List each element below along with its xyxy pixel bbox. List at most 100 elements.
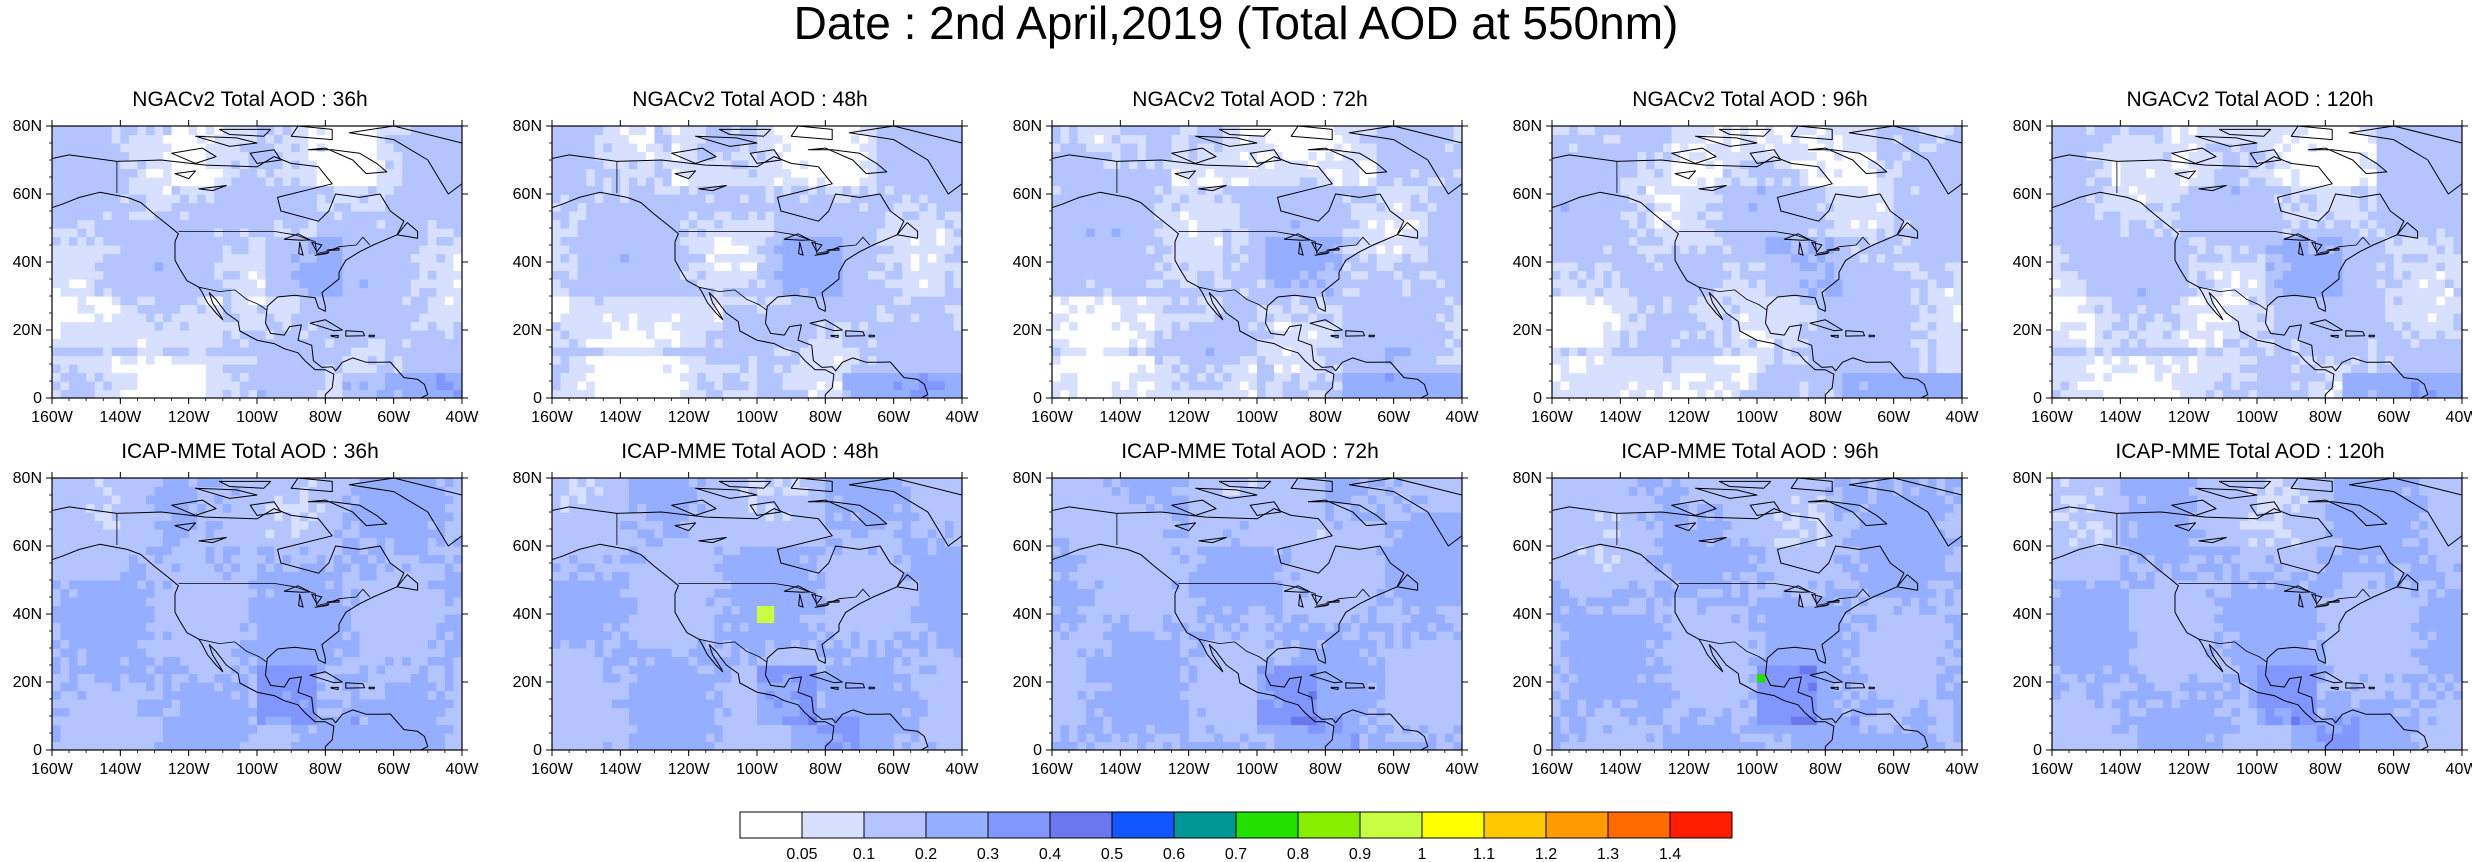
aod-cell [646, 143, 656, 153]
aod-cell [620, 338, 630, 348]
aod-cell [944, 304, 954, 314]
aod-cell [646, 296, 656, 306]
aod-cell [1086, 313, 1096, 323]
aod-cell [816, 253, 826, 263]
aod-cell [1410, 304, 1420, 314]
aod-cell [885, 321, 895, 331]
aod-cell [94, 372, 104, 382]
aod-cell [552, 126, 562, 136]
aod-cell [265, 202, 275, 212]
aod-cell [86, 185, 96, 195]
aod-cell [1214, 185, 1224, 195]
aod-cell [1410, 177, 1420, 187]
aod-cell [1163, 296, 1173, 306]
aod-cell [128, 160, 138, 170]
aod-cell [1248, 330, 1258, 340]
aod-cell [171, 355, 181, 365]
aod-cell [188, 330, 198, 340]
aod-cell [782, 219, 792, 229]
aod-cell [1171, 381, 1181, 391]
aod-cell [120, 126, 130, 136]
aod-cell [1316, 219, 1326, 229]
aod-cell [859, 321, 869, 331]
aod-cell [1197, 143, 1207, 153]
aod-cell [1282, 177, 1292, 187]
aod-cell [171, 194, 181, 204]
aod-cell [1299, 347, 1309, 357]
aod-cell [1214, 372, 1224, 382]
aod-cell [299, 194, 309, 204]
aod-cell [1325, 143, 1335, 153]
aod-cell [1197, 253, 1207, 263]
aod-cell [739, 211, 749, 221]
aod-cell [765, 202, 775, 212]
aod-cell [1103, 321, 1113, 331]
aod-cell [163, 279, 173, 289]
aod-cell [1214, 262, 1224, 272]
aod-cell [69, 228, 79, 238]
aod-cell [1205, 287, 1215, 297]
aod-cell [1393, 151, 1403, 161]
aod-cell [1265, 381, 1275, 391]
aod-cell [248, 253, 258, 263]
aod-cell [1257, 151, 1267, 161]
aod-cell [154, 313, 164, 323]
aod-cell [171, 364, 181, 374]
aod-cell [1444, 347, 1454, 357]
aod-cell [628, 389, 638, 398]
aod-cell [1265, 185, 1275, 195]
aod-cell [714, 296, 724, 306]
aod-cell [137, 134, 147, 144]
aod-cell [299, 389, 309, 398]
aod-cell [1128, 381, 1138, 391]
aod-cell [385, 185, 395, 195]
aod-cell [739, 245, 749, 255]
aod-cell [782, 202, 792, 212]
aod-cell [628, 160, 638, 170]
aod-cell [291, 219, 301, 229]
aod-cell [52, 194, 62, 204]
aod-cell [1197, 279, 1207, 289]
aod-cell [1077, 253, 1087, 263]
aod-cell [120, 355, 130, 365]
aod-cell [671, 253, 681, 263]
aod-cell [291, 287, 301, 297]
aod-cell [620, 313, 630, 323]
aod-cell [765, 287, 775, 297]
aod-cell [351, 202, 361, 212]
aod-cell [1239, 151, 1249, 161]
aod-cell [654, 313, 664, 323]
aod-cell [628, 202, 638, 212]
aod-cell [782, 143, 792, 153]
aod-cell [1402, 321, 1412, 331]
aod-cell [376, 134, 386, 144]
aod-cell [1214, 134, 1224, 144]
aod-cell [163, 194, 173, 204]
aod-cell [410, 347, 420, 357]
island-outline [809, 319, 843, 332]
aod-cell [688, 296, 698, 306]
aod-cell [1222, 143, 1232, 153]
aod-cell [180, 194, 190, 204]
aod-cell [919, 347, 929, 357]
aod-cell [436, 236, 446, 246]
aod-cell [953, 134, 962, 144]
aod-cell [1171, 202, 1181, 212]
aod-cell [944, 245, 954, 255]
aod-cell [876, 355, 886, 365]
aod-cell [1291, 151, 1301, 161]
aod-cell [1376, 143, 1386, 153]
aod-cell [368, 355, 378, 365]
aod-cell [359, 364, 369, 374]
aod-cell [1351, 287, 1361, 297]
island-outline [1290, 126, 1333, 141]
aod-cell [680, 211, 690, 221]
aod-cell [868, 202, 878, 212]
aod-cell [171, 296, 181, 306]
aod-cell [1163, 279, 1173, 289]
aod-cell [368, 245, 378, 255]
aod-cell [611, 262, 621, 272]
aod-cell [342, 151, 352, 161]
aod-cell [1410, 364, 1420, 374]
aod-cell [1180, 228, 1190, 238]
